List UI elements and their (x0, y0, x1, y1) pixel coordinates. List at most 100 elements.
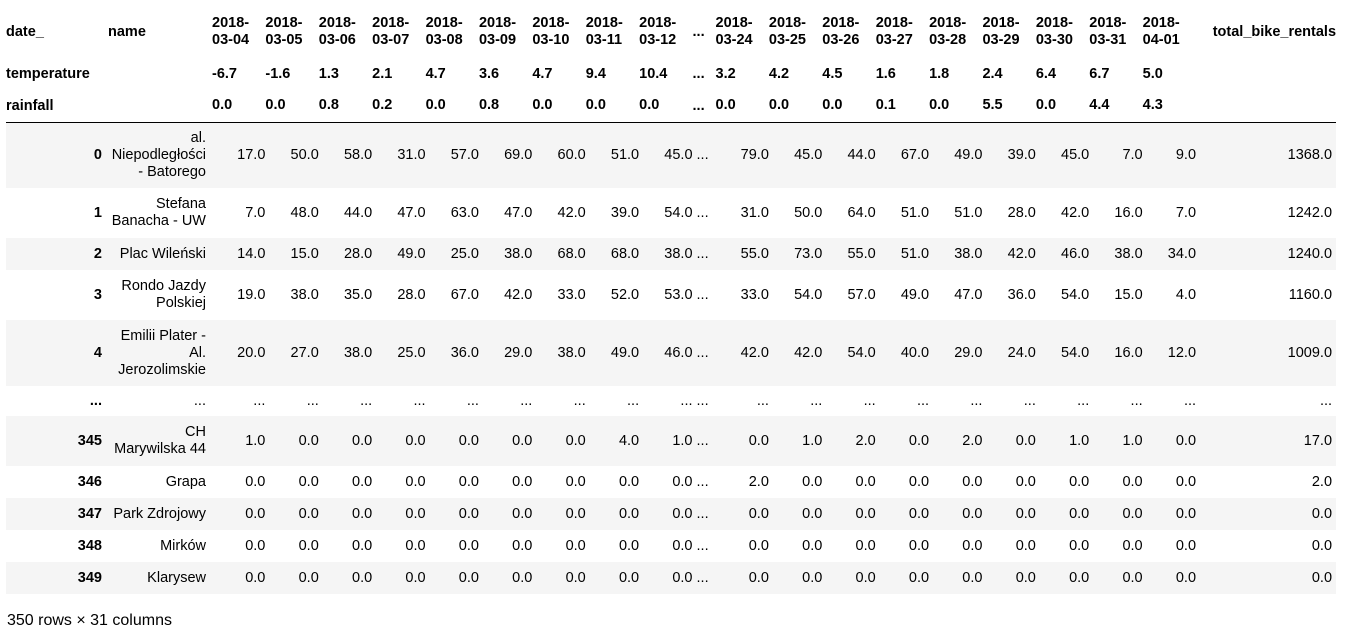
rental-count: ... (810, 393, 823, 409)
header-date-monthday: 03-27 (875, 32, 913, 48)
table-row: 346 Grapa 0.0 0.0 0.0 0.0 0.0 0.0 0.0 0.0 0.0... 2.… (6, 466, 1337, 498)
station-name-line: CH (185, 424, 206, 440)
rental-count: 7.0 (1175, 205, 1197, 221)
header-date-cell: 2018- 03-30 (1036, 6, 1089, 58)
header-date-cell: 2018- 03-25 (769, 6, 822, 58)
table-header: date_ name 2018- 03-04 2018- 03-05 2018- 03-0… (6, 6, 1337, 123)
dataframe-table: date_ name 2018- 03-04 2018- 03-05 2018- 03-0… (6, 6, 1337, 594)
header-date-year: 2018- (875, 15, 913, 31)
rental-count: 0.0 (565, 433, 586, 449)
rental-count: 7.0 (1122, 147, 1143, 164)
header-date-year: 2018- (585, 15, 623, 31)
header-rainfall-value: 0.0 (425, 90, 479, 123)
rental-count: 0.0 (512, 538, 533, 554)
rental-count: 79.0 (740, 147, 769, 164)
header-row-date: date_ name 2018- 03-04 2018- 03-05 2018- 03-0… (6, 6, 1336, 58)
rental-count: 0.0 (1069, 474, 1090, 490)
rental-count: 0.0 (618, 570, 640, 586)
header-rainfall-value: 4.3 (1142, 90, 1197, 123)
rental-count: 46.0 (1061, 246, 1090, 262)
rental-count: 38.0 (504, 246, 533, 262)
header-date-cell: 2018- 03-29 (982, 6, 1035, 58)
station-name-line: Stefana (156, 196, 206, 212)
table-row: 0 al. Niepodległości - Batorego 17.0 50.0 58.0… (6, 122, 1337, 188)
rental-count: 15.0 (290, 246, 319, 262)
rental-count: 0.0 (1015, 570, 1036, 586)
rental-count: 54.0 (847, 345, 876, 361)
header-date-year: 2018- (639, 15, 677, 31)
rental-count: ... (627, 393, 640, 409)
rental-count: 0.0 (1122, 506, 1143, 522)
rental-count: 0.0 (855, 506, 876, 522)
header-date-cell: 2018- 03-27 (876, 6, 929, 58)
header-date-cell: 2018- 03-12 (639, 6, 692, 58)
rental-count: 2.0 (962, 433, 983, 449)
station-name: Grapa (108, 466, 212, 498)
rental-count: 0.0 (748, 570, 769, 586)
rental-count: 39.0 (610, 205, 640, 221)
header-date-cell: 2018- 03-08 (426, 6, 479, 58)
rental-count: 57.0 (847, 287, 876, 303)
total-rentals: 17.0 (1303, 433, 1333, 449)
rental-count: 49.0 (900, 287, 930, 303)
header-rainfall-label: rainfall (6, 90, 108, 123)
header-date-cell: 2018- 03-24 (716, 6, 769, 58)
table-summary: 350 rows × 31 columns (7, 612, 172, 629)
rental-count: ... (253, 393, 266, 409)
header-date-year: 2018- (265, 15, 303, 31)
header-date-cell: 2018- 03-26 (822, 6, 875, 58)
header-date-cell: 2018- 03-06 (319, 6, 372, 58)
rental-count: 0.0 (298, 474, 319, 490)
rental-count: 0.0 (962, 570, 983, 586)
rental-count: 0.0 (672, 538, 693, 554)
total-rentals: 1240.0 (1287, 246, 1333, 262)
header-date-ellipsis: ... (693, 6, 716, 58)
header-temperature-value: 1.8 (929, 65, 950, 82)
header-date-year: 2018- (715, 15, 753, 31)
rental-count: 29.0 (954, 345, 983, 361)
rental-count: 0.0 (458, 506, 479, 522)
header-rainfall-total-empty (1196, 90, 1337, 123)
row-index: ... (89, 393, 102, 409)
rental-count: 33.0 (557, 287, 586, 303)
header-rainfall-value: 0.0 (639, 90, 693, 123)
header-date-year: 2018- (425, 15, 463, 31)
rental-count: 0.0 (512, 570, 533, 586)
header-date-monthday: 03-30 (1035, 32, 1073, 48)
rental-count: 47.0 (397, 205, 426, 221)
station-name-line: Niepodległości (111, 146, 206, 163)
rental-count: 38.0 (557, 345, 586, 361)
rental-count: 16.0 (1114, 345, 1143, 361)
rental-count: 0.0 (352, 433, 373, 449)
rental-count: 0.0 (405, 570, 426, 586)
header-rainfall-value: 0.0 (265, 90, 319, 123)
rental-count: 0.0 (1175, 433, 1197, 449)
rental-count: 44.0 (847, 147, 876, 164)
rental-count: 54.0 (1061, 287, 1090, 303)
header-date-cell: 2018- 03-09 (479, 6, 532, 58)
header-date-monthday: 03-05 (265, 32, 303, 48)
rental-count: 60.0 (557, 147, 586, 164)
cell-ellipsis: ... (696, 147, 709, 164)
rental-count: 67.0 (450, 287, 479, 303)
cell-ellipsis: ... (696, 287, 709, 303)
rental-count: 0.0 (802, 474, 823, 490)
rental-count: 42.0 (740, 345, 769, 361)
total-rentals: ... (1319, 393, 1333, 409)
header-rainfall-value: 4.4 (1089, 90, 1143, 123)
header-rainfall-value: 0.2 (372, 90, 426, 123)
rental-count: 1.0 (802, 433, 823, 449)
rental-count: 0.0 (1175, 538, 1197, 554)
header-rainfall-value: 5.5 (982, 90, 1036, 123)
rental-count: ... (520, 393, 533, 409)
rental-count: 54.0 (664, 205, 693, 221)
rental-count: 33.0 (740, 287, 769, 303)
rental-count: 0.0 (245, 474, 266, 490)
rental-count: 0.0 (802, 570, 823, 586)
header-date-monthday: 03-31 (1089, 32, 1127, 48)
cell-ellipsis: ... (696, 433, 709, 449)
rental-count: 48.0 (290, 205, 319, 221)
rental-count: 0.0 (352, 570, 373, 586)
rental-count: ... (360, 393, 373, 409)
